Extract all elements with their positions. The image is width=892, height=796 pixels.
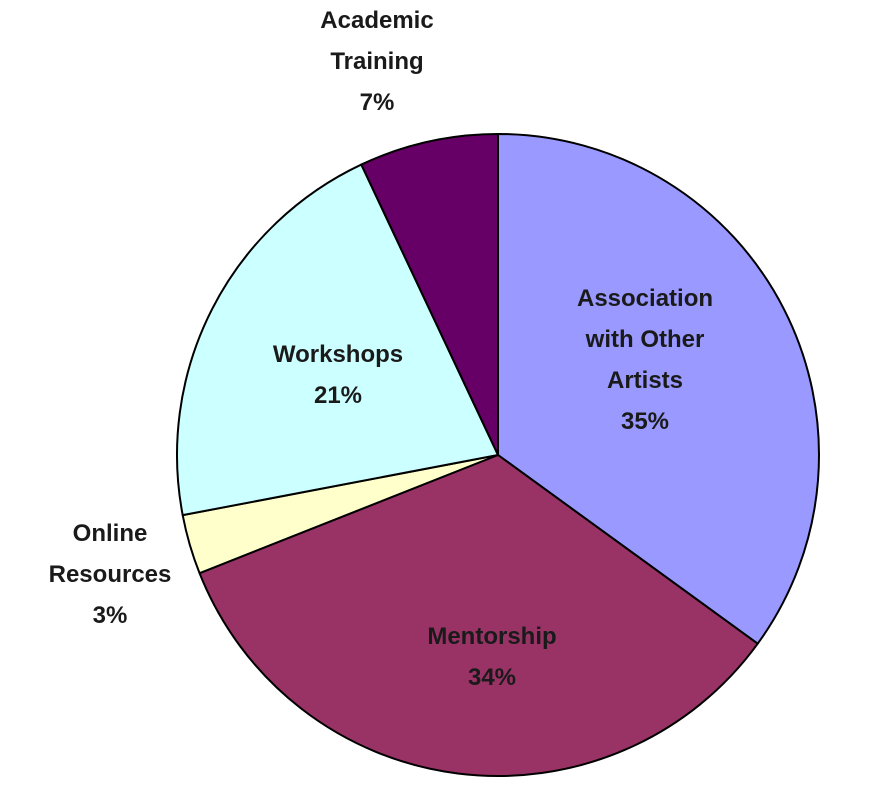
pie-slices bbox=[176, 133, 820, 777]
label-online-resources: Online Resources 3% bbox=[49, 520, 172, 629]
slice-academic-training bbox=[360, 133, 499, 456]
label-line: with Other bbox=[585, 326, 705, 353]
label-line: Academic bbox=[320, 7, 433, 34]
label-workshops: Workshops 21% bbox=[273, 341, 403, 409]
slice-workshops bbox=[176, 163, 499, 517]
label-academic-training: Academic Training 7% bbox=[320, 7, 433, 116]
label-line: Online bbox=[73, 520, 148, 547]
label-line: Workshops bbox=[273, 341, 403, 368]
label-line: Training bbox=[330, 48, 423, 75]
label-line: Mentorship bbox=[427, 623, 556, 650]
label-line: Association bbox=[577, 285, 713, 312]
pie-labels: Association with Other Artists 35% Mentorshi… bbox=[49, 7, 713, 691]
label-percent: 3% bbox=[93, 602, 128, 629]
label-mentorship: Mentorship 34% bbox=[427, 623, 556, 691]
slice-association-with-other-artists bbox=[497, 133, 820, 645]
slice-mentorship bbox=[198, 454, 759, 777]
label-line: Artists bbox=[607, 367, 683, 394]
label-percent: 34% bbox=[468, 664, 516, 691]
label-percent: 21% bbox=[314, 382, 362, 409]
label-association-with-other-artists: Association with Other Artists 35% bbox=[577, 285, 713, 435]
label-percent: 7% bbox=[360, 89, 395, 116]
label-line: Resources bbox=[49, 561, 172, 588]
label-percent: 35% bbox=[621, 408, 669, 435]
